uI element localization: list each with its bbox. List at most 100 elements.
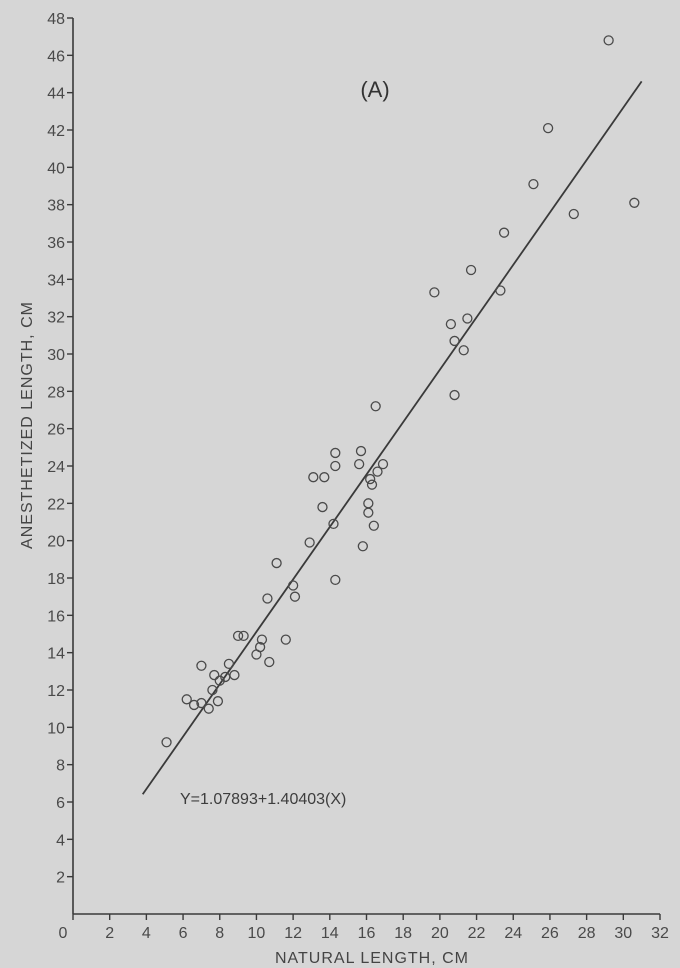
x-tick-label: 6: [179, 925, 188, 942]
x-tick-label: 18: [394, 925, 412, 942]
regression-line: [141, 80, 643, 795]
y-tick-label: 8: [56, 758, 65, 775]
data-point: [528, 178, 539, 190]
x-tick-label: 10: [248, 925, 266, 942]
y-tick-label: 18: [47, 571, 65, 588]
data-point: [330, 574, 341, 586]
y-tick-label: 42: [47, 123, 65, 140]
data-point: [209, 669, 220, 681]
y-tick-label: 34: [47, 272, 65, 289]
y-tick-label: 40: [47, 160, 65, 177]
x-tick-label: 24: [504, 925, 522, 942]
data-point: [256, 634, 268, 645]
x-tick-label: 28: [578, 925, 596, 942]
data-point: [372, 466, 383, 477]
y-tick-label: 20: [47, 534, 65, 551]
data-point: [354, 458, 365, 470]
y-tick-label: 26: [47, 422, 65, 439]
data-point: [495, 285, 506, 296]
y-axis-title: ANESTHETIZED LENGTH, CM: [19, 301, 36, 549]
data-point: [568, 208, 579, 220]
x-tick-label: 14: [321, 925, 339, 942]
y-tick-label: 48: [47, 11, 65, 28]
data-point: [363, 498, 374, 509]
x-tick-label: 20: [431, 925, 449, 942]
x-tick-label: 8: [215, 925, 224, 942]
data-point: [365, 473, 376, 485]
x-axis-ticks: 0 2 4 6 8 10 12 14 16 18 20 22 24 26 28 30 32: [59, 914, 669, 942]
data-point: [232, 630, 244, 642]
data-point: [264, 656, 275, 668]
data-point: [304, 537, 315, 548]
data-point: [207, 684, 218, 696]
data-point: [377, 458, 389, 470]
regression-equation: Y=1.07893+1.40403(X): [180, 791, 346, 808]
data-point: [603, 35, 614, 46]
x-tick-label: 30: [614, 925, 632, 942]
data-point: [449, 335, 460, 347]
data-point: [458, 345, 469, 356]
data-point: [363, 507, 374, 518]
data-point: [445, 318, 457, 330]
data-point: [181, 694, 192, 705]
y-tick-label: 36: [47, 235, 65, 252]
y-axis-ticks: 2468101214161820222426283032343638404244…: [47, 11, 73, 887]
data-point: [330, 447, 341, 459]
y-tick-label: 4: [56, 832, 65, 849]
x-tick-label: 2: [105, 925, 114, 942]
data-point: [328, 518, 339, 530]
data-point: [214, 675, 225, 686]
data-point: [317, 501, 328, 513]
y-tick-label: 12: [47, 683, 65, 700]
y-tick-label: 44: [47, 86, 65, 103]
data-point: [223, 658, 235, 670]
data-point: [196, 660, 207, 671]
data-point: [462, 313, 473, 324]
data-point: [498, 227, 510, 238]
data-point: [330, 460, 341, 472]
y-tick-label: 46: [47, 48, 65, 65]
y-tick-label: 14: [47, 646, 65, 663]
x-tick-label: 32: [651, 925, 669, 942]
data-point: [542, 122, 554, 134]
data-point: [366, 479, 378, 490]
x-tick-label: 26: [541, 925, 559, 942]
axes: [72, 18, 660, 915]
data-point: [196, 697, 207, 709]
data-point: [465, 264, 477, 276]
data-point: [629, 197, 640, 208]
y-tick-label: 28: [47, 384, 65, 401]
y-tick-label: 22: [47, 496, 65, 513]
data-point: [429, 287, 440, 298]
data-point: [188, 699, 200, 711]
data-point: [254, 641, 266, 653]
y-tick-label: 2: [56, 870, 65, 887]
data-point: [308, 472, 319, 483]
data-point: [355, 445, 367, 457]
data-point: [287, 580, 299, 591]
x-tick-label: 16: [358, 925, 376, 942]
data-point: [357, 541, 368, 552]
data-point: [229, 669, 240, 681]
x-tick-label: 22: [468, 925, 486, 942]
data-point: [238, 630, 249, 642]
data-point: [280, 634, 291, 645]
x-tick-label: 0: [59, 925, 68, 942]
data-point: [203, 703, 214, 714]
data-point: [271, 557, 282, 569]
data-point: [262, 593, 273, 604]
panel-label: (A): [360, 77, 389, 102]
x-tick-label: 4: [142, 925, 151, 942]
data-point: [319, 472, 330, 483]
data-point: [289, 591, 301, 602]
data-point: [212, 696, 224, 707]
data-point: [370, 401, 381, 412]
data-point: [449, 389, 460, 401]
y-tick-label: 32: [47, 310, 65, 327]
x-tick-label: 12: [284, 925, 302, 942]
data-point: [161, 737, 172, 748]
x-axis-title: NATURAL LENGTH, CM: [275, 950, 469, 967]
data-point: [368, 520, 379, 531]
